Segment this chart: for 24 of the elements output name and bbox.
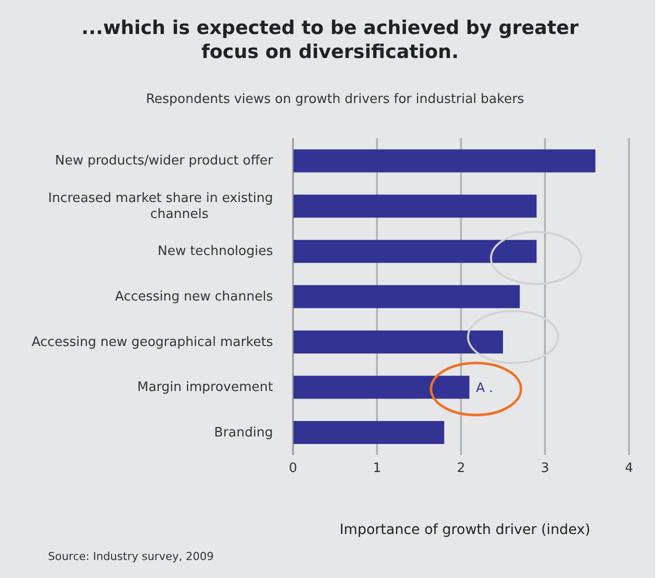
bar (293, 194, 537, 218)
x-tick-label: 2 (456, 461, 466, 476)
y-tick-label: New technologies (158, 244, 274, 259)
bar (293, 376, 470, 399)
bar (293, 421, 444, 444)
chart-subtitle: Respondents views on growth drivers for industrial bakers (144, 92, 526, 107)
y-tick-label: Margin improvement (137, 380, 273, 395)
y-tick-label: New products/wider product offer (55, 153, 274, 168)
x-tick-label: 1 (372, 461, 382, 476)
annotation: A . (476, 381, 494, 396)
x-tick-label: 0 (288, 461, 298, 476)
bar (293, 285, 520, 308)
x-tick-label: 4 (624, 461, 634, 476)
bar (293, 240, 537, 263)
y-tick-label: Accessing new geographical markets (32, 334, 274, 350)
y-tick-label: Accessing new channels (115, 289, 274, 304)
y-tick-label: Increased market share in existing channels (48, 190, 273, 222)
bar (293, 149, 596, 172)
source-note: Source: Industry survey, 2009 (48, 550, 214, 563)
bar (293, 330, 503, 354)
x-tick-label: 3 (540, 461, 550, 476)
chart-title: ...which is expected to be achieved by greater focus on diversification. (80, 16, 580, 64)
y-tick-label: Branding (214, 424, 273, 440)
x-axis-title: Importance of growth driver (index) (338, 522, 592, 538)
